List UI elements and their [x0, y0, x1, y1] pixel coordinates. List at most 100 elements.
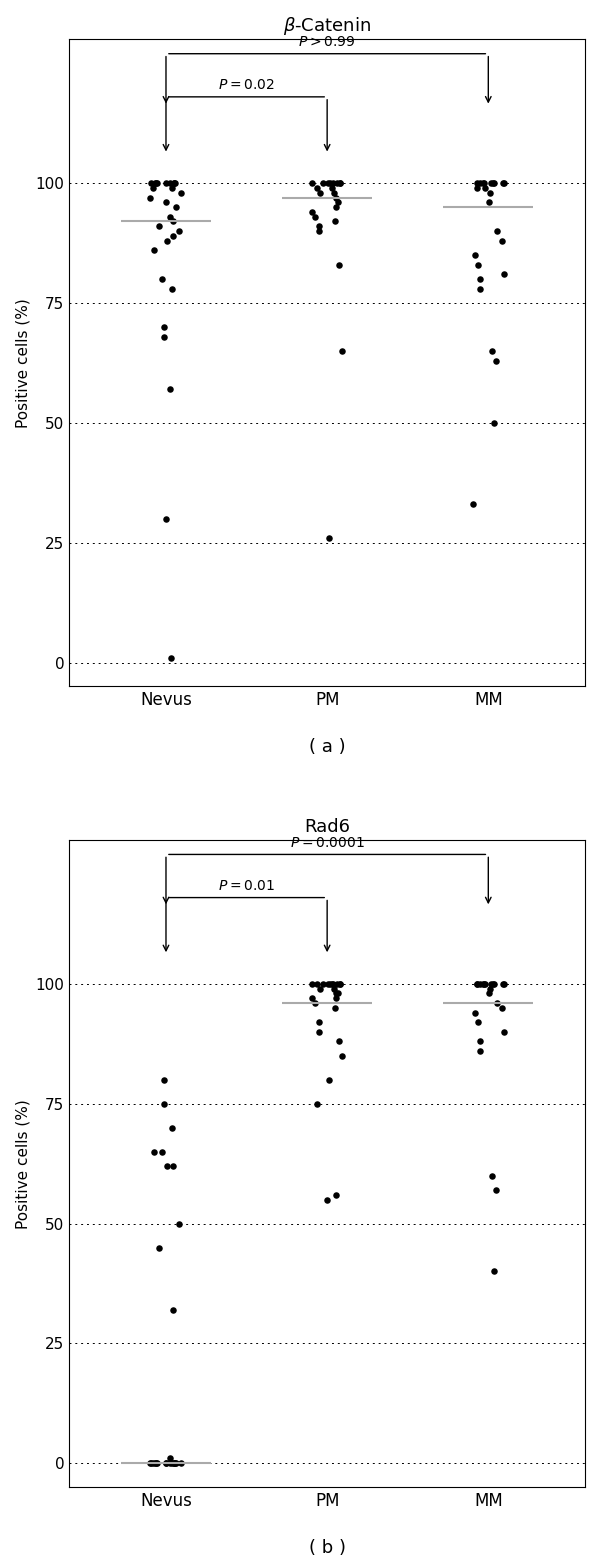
- Point: [335, 170, 344, 196]
- Point: [307, 971, 317, 996]
- Point: [171, 1451, 181, 1476]
- Point: [499, 1020, 509, 1045]
- Point: [322, 1187, 332, 1212]
- Point: [315, 976, 325, 1001]
- Point: [163, 1154, 172, 1179]
- Point: [469, 491, 478, 516]
- Point: [310, 990, 320, 1015]
- Point: [475, 1029, 485, 1054]
- Point: [165, 377, 175, 402]
- Point: [492, 990, 502, 1015]
- Point: [160, 314, 169, 339]
- Point: [473, 170, 482, 196]
- Point: [315, 180, 325, 205]
- Point: [170, 170, 179, 196]
- Point: [481, 175, 490, 200]
- Point: [168, 224, 178, 249]
- Point: [171, 194, 181, 219]
- Point: [331, 981, 341, 1006]
- Point: [148, 1451, 158, 1476]
- Point: [313, 175, 322, 200]
- Point: [167, 175, 177, 200]
- Point: [470, 242, 480, 267]
- Point: [329, 971, 338, 996]
- Point: [331, 185, 341, 210]
- Point: [169, 210, 178, 235]
- Point: [157, 266, 167, 291]
- Point: [479, 170, 489, 196]
- Point: [488, 170, 498, 196]
- Point: [176, 1451, 185, 1476]
- Point: [475, 266, 485, 291]
- Point: [499, 170, 509, 196]
- Point: [491, 1178, 500, 1203]
- Point: [475, 1038, 485, 1064]
- Point: [166, 646, 176, 671]
- Point: [323, 170, 332, 196]
- Point: [151, 1451, 161, 1476]
- Text: ( a ): ( a ): [309, 738, 346, 757]
- Point: [145, 185, 155, 210]
- Point: [497, 228, 507, 253]
- Point: [167, 1451, 177, 1476]
- Point: [314, 219, 324, 244]
- Point: [151, 1451, 160, 1476]
- Point: [323, 971, 332, 996]
- Point: [331, 995, 340, 1020]
- Text: $P = 0.01$: $P = 0.01$: [218, 879, 275, 893]
- Point: [307, 985, 317, 1010]
- Point: [152, 170, 162, 196]
- Point: [161, 1451, 171, 1476]
- Point: [170, 1451, 179, 1476]
- Point: [485, 180, 494, 205]
- Point: [490, 410, 499, 435]
- Point: [328, 971, 337, 996]
- Point: [337, 1043, 346, 1068]
- Point: [335, 971, 344, 996]
- Point: [169, 1451, 179, 1476]
- Point: [149, 1139, 159, 1164]
- Point: [490, 1259, 499, 1284]
- Point: [488, 338, 497, 363]
- Point: [307, 199, 317, 224]
- Point: [151, 170, 161, 196]
- Point: [331, 1182, 341, 1207]
- Point: [499, 971, 508, 996]
- Point: [491, 349, 500, 374]
- Point: [166, 1451, 175, 1476]
- Point: [148, 175, 158, 200]
- Point: [145, 1451, 155, 1476]
- Point: [319, 170, 328, 196]
- Point: [332, 170, 342, 196]
- Point: [329, 976, 339, 1001]
- Point: [161, 507, 171, 532]
- Point: [488, 971, 498, 996]
- Point: [151, 170, 160, 196]
- Point: [167, 1115, 176, 1140]
- Point: [334, 189, 343, 214]
- Point: [165, 205, 175, 230]
- Point: [176, 180, 185, 205]
- Point: [168, 1154, 178, 1179]
- Point: [169, 1297, 178, 1322]
- Point: [472, 175, 481, 200]
- Point: [481, 971, 490, 996]
- Point: [152, 1451, 162, 1476]
- Point: [314, 1020, 324, 1045]
- Title: $\beta$-Catenin: $\beta$-Catenin: [283, 16, 371, 38]
- Point: [310, 205, 320, 230]
- Point: [325, 971, 335, 996]
- Point: [165, 1447, 175, 1472]
- Point: [161, 1451, 171, 1476]
- Point: [486, 170, 496, 196]
- Point: [499, 261, 509, 286]
- Point: [475, 971, 485, 996]
- Point: [331, 985, 341, 1010]
- Point: [146, 1451, 155, 1476]
- Point: [175, 219, 184, 244]
- Point: [161, 170, 171, 196]
- Point: [486, 971, 496, 996]
- Point: [331, 210, 340, 235]
- Point: [157, 1139, 167, 1164]
- Point: [473, 252, 483, 277]
